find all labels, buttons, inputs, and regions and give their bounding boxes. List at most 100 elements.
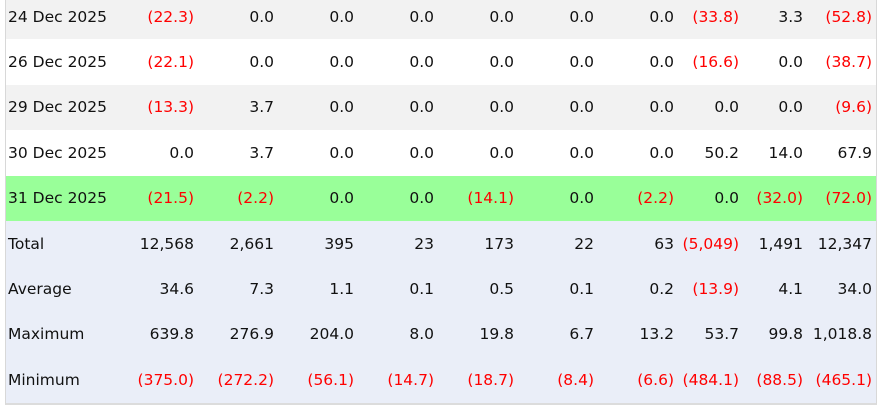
table-cell: 0.0 <box>358 0 438 40</box>
table-cell: 3.7 <box>198 84 278 131</box>
table-cell: 8.0 <box>358 311 438 358</box>
table-row[interactable]: 24 Dec 2025 (22.3) 0.0 0.0 0.0 0.0 0.0 0.0 (33.8… <box>6 0 876 40</box>
row-label: 29 Dec 2025 <box>6 84 118 131</box>
table-cell: 12,347 <box>807 220 876 267</box>
table-cell: 0.0 <box>358 39 438 85</box>
table-cell: 0.0 <box>678 84 743 131</box>
table-cell: 99.8 <box>743 311 807 358</box>
table-cell: 0.0 <box>518 175 598 221</box>
table-cell: 0.0 <box>198 39 278 85</box>
table-cell: 0.0 <box>598 39 678 85</box>
table-cell: (13.9) <box>678 266 743 312</box>
table-cell: (14.1) <box>438 175 518 221</box>
table-cell: 63 <box>598 220 678 267</box>
table-cell: (72.0) <box>807 175 876 221</box>
row-label: Total <box>6 220 118 267</box>
table-cell: 53.7 <box>678 311 743 358</box>
table-cell: 6.7 <box>518 311 598 358</box>
row-label: 31 Dec 2025 <box>6 175 118 221</box>
table-row[interactable]: 29 Dec 2025 (13.3) 3.7 0.0 0.0 0.0 0.0 0.0 0.0 0.… <box>6 84 876 131</box>
table-cell: 67.9 <box>807 130 876 176</box>
table-cell: 0.0 <box>278 0 358 40</box>
table-cell: 173 <box>438 220 518 267</box>
table-cell: 0.0 <box>678 175 743 221</box>
row-label: Minimum <box>6 357 118 403</box>
table-cell: 0.0 <box>358 130 438 176</box>
table-cell: (6.6) <box>598 357 678 403</box>
table-cell: 0.0 <box>518 39 598 85</box>
row-label: 30 Dec 2025 <box>6 130 118 176</box>
table-cell: 0.2 <box>598 266 678 312</box>
table-row[interactable]: 26 Dec 2025 (22.1) 0.0 0.0 0.0 0.0 0.0 0.0 (16.6… <box>6 39 876 85</box>
row-label: Maximum <box>6 311 118 358</box>
table-cell: 23 <box>358 220 438 267</box>
data-table-container: 24 Dec 2025 (22.3) 0.0 0.0 0.0 0.0 0.0 0.0 (33.8… <box>5 0 877 405</box>
table-cell: 0.5 <box>438 266 518 312</box>
table-cell: (32.0) <box>743 175 807 221</box>
table-cell: (8.4) <box>518 357 598 403</box>
table-cell: 1,018.8 <box>807 311 876 358</box>
table-cell: 50.2 <box>678 130 743 176</box>
table-cell: (13.3) <box>118 84 198 131</box>
table-row[interactable]: 30 Dec 2025 0.0 3.7 0.0 0.0 0.0 0.0 0.0 50.2 14.0… <box>6 130 876 176</box>
table-cell: 0.0 <box>518 130 598 176</box>
table-cell: (56.1) <box>278 357 358 403</box>
table-cell: 2,661 <box>198 220 278 267</box>
table-cell: 0.0 <box>438 84 518 131</box>
table-cell: 13.2 <box>598 311 678 358</box>
table-cell: 0.0 <box>598 130 678 176</box>
table-cell: (14.7) <box>358 357 438 403</box>
summary-row-minimum[interactable]: Minimum (375.0) (272.2) (56.1) (14.7) (18.7)(… <box>6 357 876 403</box>
table-cell: 12,568 <box>118 220 198 267</box>
table-cell: 19.8 <box>438 311 518 358</box>
table-cell: 0.0 <box>118 130 198 176</box>
table-row-selected[interactable]: 31 Dec 2025 (21.5) (2.2) 0.0 0.0 (14.1) 0.0 (2.… <box>6 175 876 221</box>
table-cell: 0.0 <box>518 0 598 40</box>
table-cell: (22.3) <box>118 0 198 40</box>
table-cell: 22 <box>518 220 598 267</box>
table-cell: 3.7 <box>198 130 278 176</box>
table-cell: (484.1) <box>678 357 743 403</box>
row-label: 24 Dec 2025 <box>6 0 118 40</box>
table-cell: 0.0 <box>438 0 518 40</box>
table-cell: 0.1 <box>358 266 438 312</box>
data-table: 24 Dec 2025 (22.3) 0.0 0.0 0.0 0.0 0.0 0.0 (33.8… <box>6 0 876 403</box>
table-cell: 34.6 <box>118 266 198 312</box>
table-cell: (465.1) <box>807 357 876 403</box>
table-cell: 0.0 <box>278 39 358 85</box>
table-cell: 276.9 <box>198 311 278 358</box>
table-cell: 0.0 <box>438 39 518 85</box>
table-cell: 0.0 <box>438 130 518 176</box>
table-cell: (375.0) <box>118 357 198 403</box>
table-cell: 0.0 <box>198 0 278 40</box>
table-cell: 204.0 <box>278 311 358 358</box>
table-cell: (22.1) <box>118 39 198 85</box>
summary-row-maximum[interactable]: Maximum 639.8 276.9 204.0 8.0 19.8 6.7 13.2 53.7… <box>6 311 876 358</box>
table-cell: (88.5) <box>743 357 807 403</box>
row-label: 26 Dec 2025 <box>6 39 118 85</box>
table-cell: 34.0 <box>807 266 876 312</box>
row-label: Average <box>6 266 118 312</box>
table-cell: 395 <box>278 220 358 267</box>
table-cell: 0.0 <box>278 84 358 131</box>
table-cell: (9.6) <box>807 84 876 131</box>
table-cell: (38.7) <box>807 39 876 85</box>
summary-row-average[interactable]: Average 34.6 7.3 1.1 0.1 0.5 0.1 0.2 (13.9) 4.1 34… <box>6 266 876 312</box>
table-cell: (16.6) <box>678 39 743 85</box>
summary-row-total[interactable]: Total 12,568 2,661 395 23 173 22 63 (5,049) 1,491… <box>6 220 876 267</box>
table-cell: (18.7) <box>438 357 518 403</box>
table-cell: (272.2) <box>198 357 278 403</box>
table-cell: 0.1 <box>518 266 598 312</box>
table-cell: 0.0 <box>598 84 678 131</box>
table-cell: 1,491 <box>743 220 807 267</box>
table-cell: 1.1 <box>278 266 358 312</box>
table-cell: (2.2) <box>198 175 278 221</box>
table-cell: (21.5) <box>118 175 198 221</box>
table-cell: 0.0 <box>358 84 438 131</box>
table-cell: 7.3 <box>198 266 278 312</box>
table-cell: 0.0 <box>743 39 807 85</box>
table-cell: 3.3 <box>743 0 807 40</box>
table-cell: 639.8 <box>118 311 198 358</box>
table-cell: 0.0 <box>598 0 678 40</box>
table-cell: 0.0 <box>518 84 598 131</box>
